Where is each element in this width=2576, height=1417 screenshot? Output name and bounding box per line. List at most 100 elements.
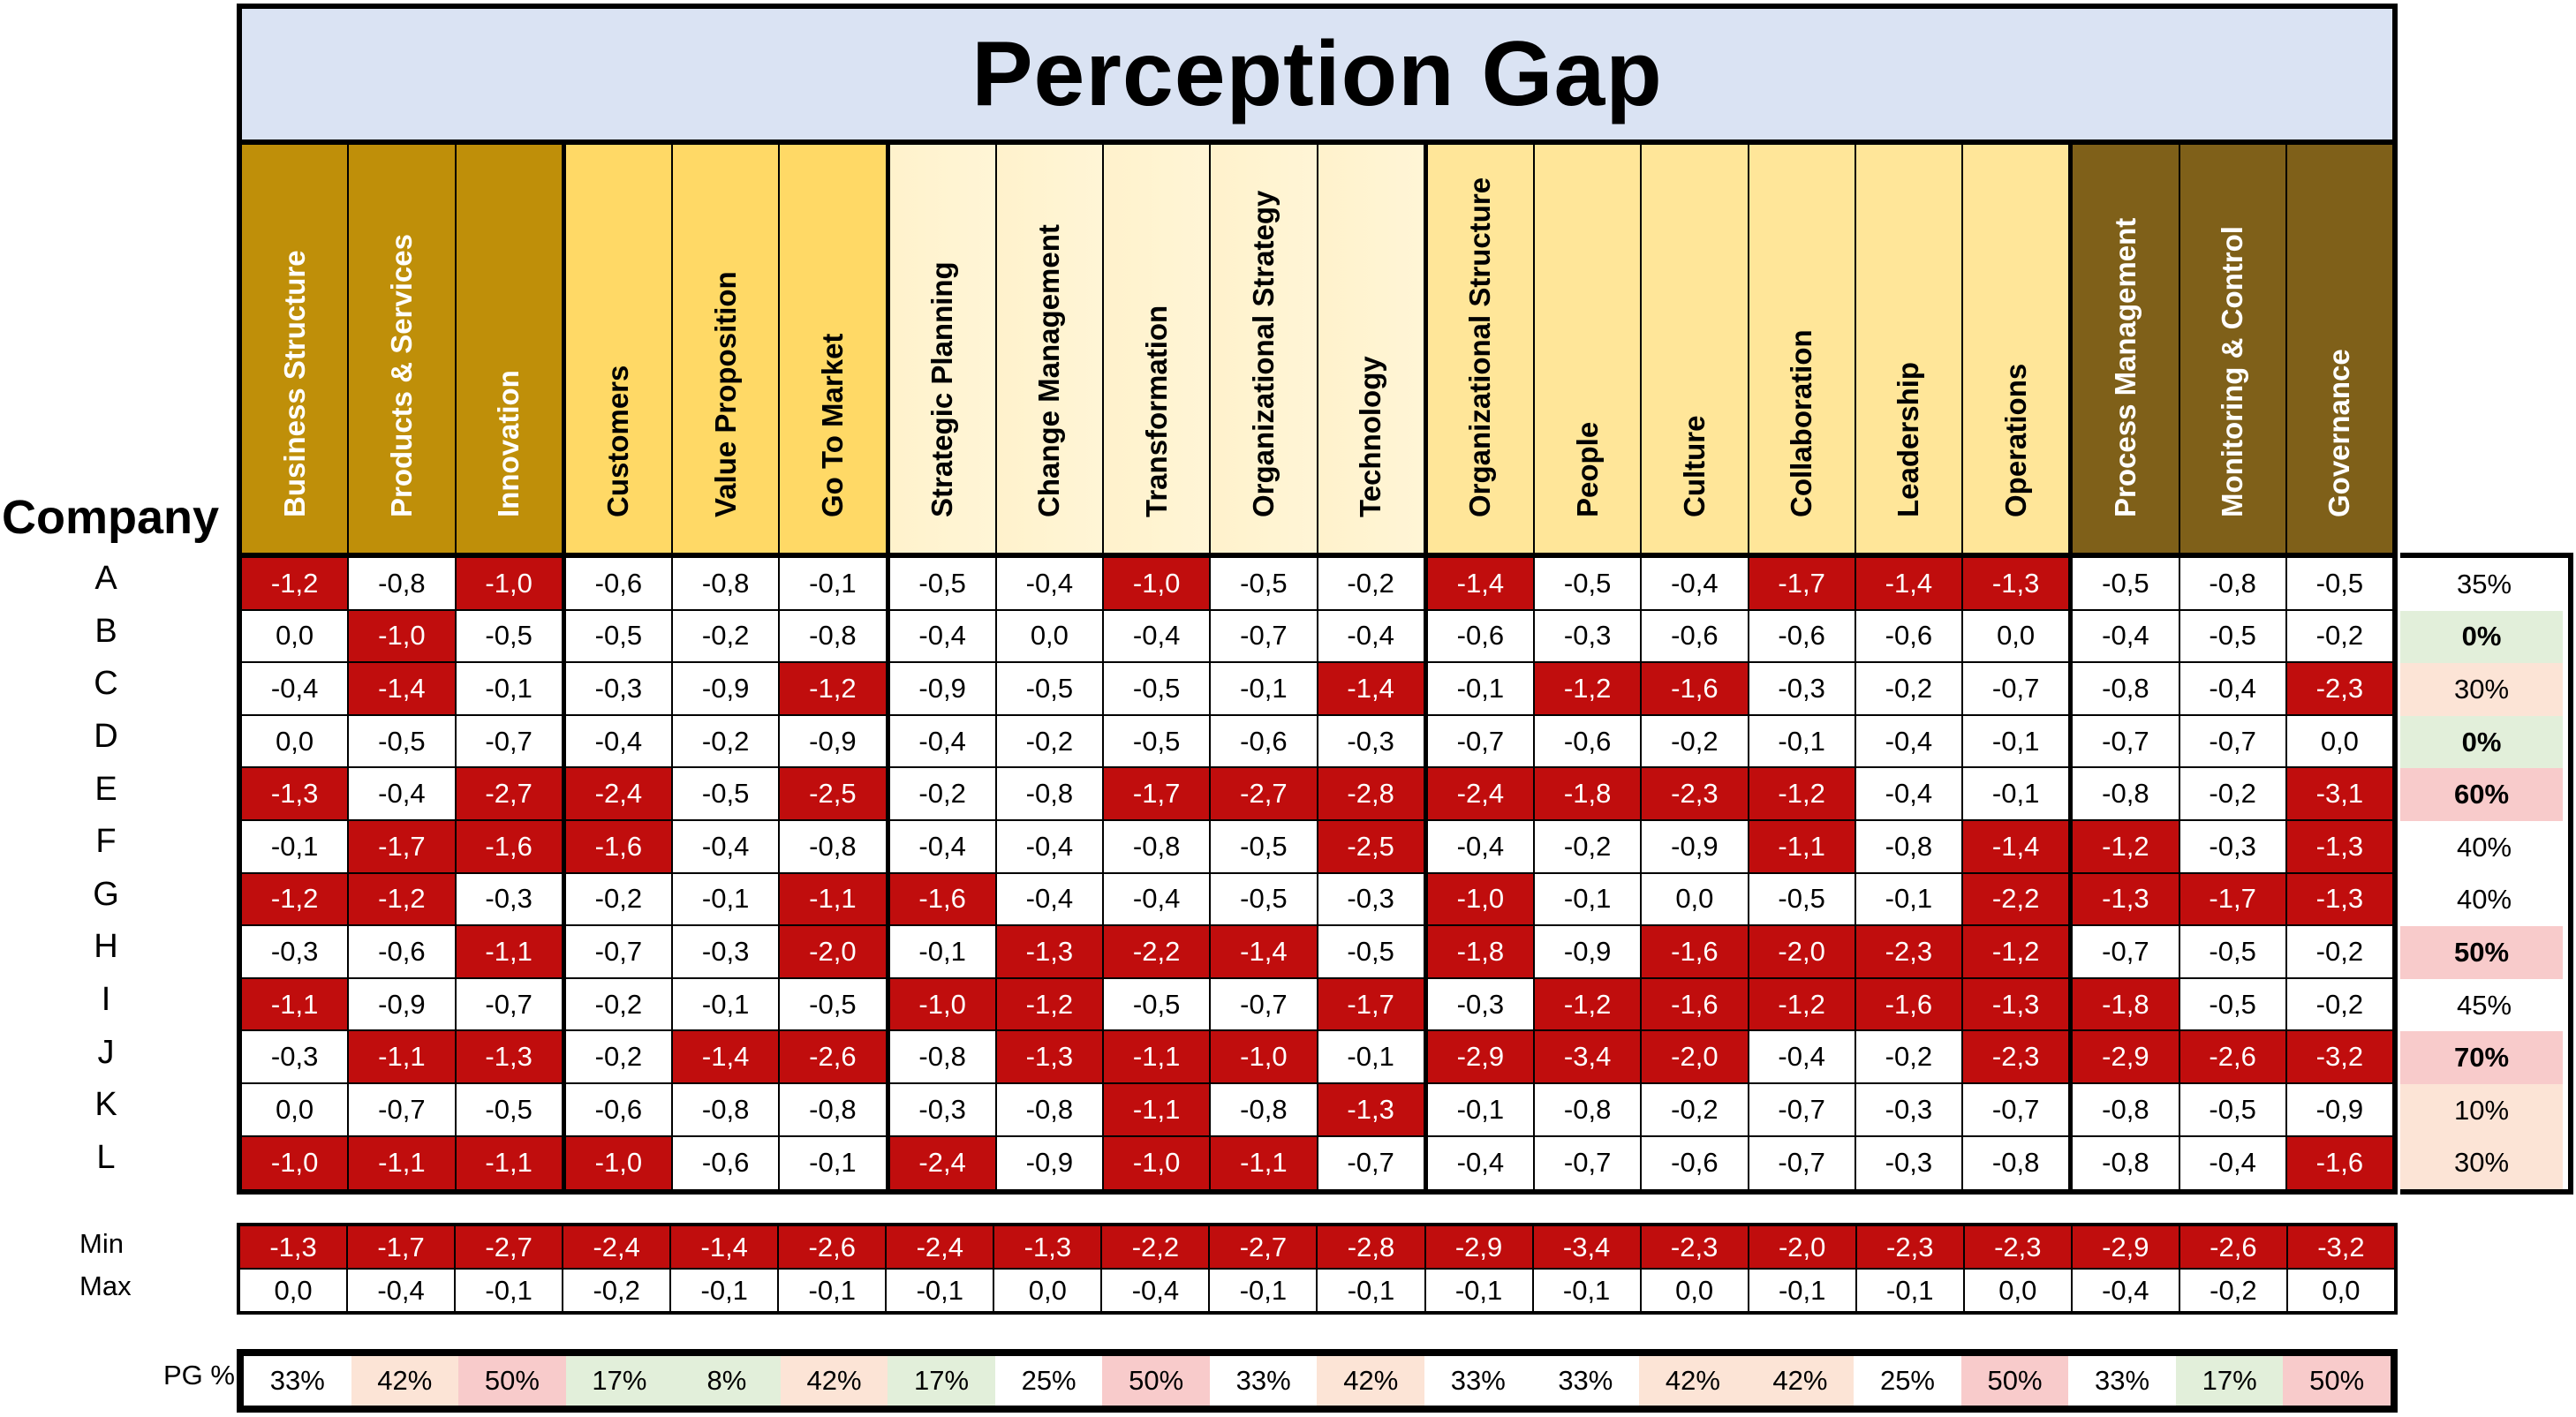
pg-cell: 50% [1102,1356,1210,1406]
pg-cell: 8% [673,1356,781,1406]
data-cell: -0,8 [1963,1136,2074,1190]
data-cell: -0,7 [1318,1136,1428,1190]
data-cell: -0,4 [242,663,350,714]
data-cell: -2,0 [780,926,890,977]
data-cell: 0,0 [2286,715,2392,767]
column-header: Operations [1963,145,2074,553]
column-header: Organizational Structure [1427,145,1535,553]
min-cell: -2,8 [1318,1226,1426,1268]
data-cell: -0,1 [1963,768,2074,819]
data-cell: -1,3 [2286,820,2392,872]
data-cell: -1,0 [349,610,457,662]
company-pct-cell: 0% [2400,610,2563,664]
table-row: 0,0 -0,7 -0,5 -0,6 -0,8 -0,8 -0,3 -0,8 -1,1 -0,8-… [242,1083,2392,1137]
data-cell: -0,5 [673,768,781,819]
data-cell: -0,5 [2179,978,2287,1030]
table-row: -1,1 -0,9 -0,7 -0,2 -0,1 -0,5 -1,0 -1,2 -0,5 -0,7… [242,978,2392,1032]
data-cell: -0,8 [996,1083,1104,1135]
min-max-grid: -1,3 -1,7 -2,7 -2,4 -1,4 -2,6 -2,4 -1,3 -2,2 -2,7… [237,1223,2398,1315]
company-label: L [96,1138,116,1176]
data-cell: -0,8 [996,768,1104,819]
column-header-label: Value Proposition [708,271,742,517]
data-cell: -1,1 [1749,820,1856,872]
data-cell: -0,8 [2073,663,2180,714]
column-header-label: Leadership [1892,361,1925,517]
data-cell: -0,4 [1855,715,1963,767]
data-cell: -0,2 [1642,1083,1749,1135]
column-header: Technology [1318,145,1428,553]
data-cell: -1,6 [456,820,566,872]
column-header: Go To Market [780,145,890,553]
data-cell: -0,5 [1104,663,1212,714]
data-cell: -0,3 [1318,715,1428,767]
data-cell: -0,8 [1211,1083,1318,1135]
pg-cell: 33% [244,1356,351,1406]
data-cell: -0,5 [1104,715,1212,767]
pg-cell: 33% [2068,1356,2176,1406]
data-cell: -1,1 [349,1031,457,1082]
company-label: I [101,981,111,1019]
pg-cell: 42% [780,1356,888,1406]
max-cell: -0,1 [1856,1270,1965,1311]
data-cell: -1,6 [1642,926,1749,977]
data-cell: -2,4 [565,768,673,819]
pg-cell: 25% [1854,1356,1961,1406]
min-max-labels: Min Max [79,1223,132,1308]
data-cell: 0,0 [996,610,1104,662]
data-cell: -1,7 [2179,873,2287,925]
column-header: Process Management [2073,145,2180,553]
column-header-label: Technology [1354,356,1387,517]
data-cell: -0,4 [1427,1136,1535,1190]
data-cell: -0,5 [456,1083,566,1135]
data-cell: -2,8 [1318,768,1428,819]
pg-cell: 33% [1424,1356,1532,1406]
data-cell: -0,1 [673,873,781,925]
data-cell: -0,2 [2286,978,2392,1030]
company-label: F [95,823,117,861]
data-cell: -2,2 [1104,926,1212,977]
data-cell: -0,5 [889,558,997,609]
data-cell: -0,1 [1211,663,1318,714]
data-cell: -0,5 [2073,558,2180,609]
max-cell: -0,1 [1749,1270,1857,1311]
data-cell: -1,8 [2073,978,2180,1030]
data-cell: -1,3 [2286,873,2392,925]
data-cell: -0,5 [1211,558,1318,609]
min-cell: -2,6 [779,1226,888,1268]
data-cell: -2,6 [2179,1031,2287,1082]
data-cell: -1,7 [1104,768,1212,819]
pg-cell: 50% [458,1356,566,1406]
column-header-label: Change Management [1032,224,1066,517]
company-label: E [94,770,117,808]
data-cell: -0,2 [565,1031,673,1082]
data-cell: -2,4 [1427,768,1535,819]
data-cell: -0,5 [2179,610,2287,662]
data-cell: -0,7 [565,926,673,977]
data-cell: -0,5 [456,610,566,662]
data-cell: -0,2 [673,610,781,662]
data-cell: -0,4 [1855,768,1963,819]
column-header: Value Proposition [673,145,781,553]
data-cell: -1,0 [889,978,997,1030]
data-cell: -0,5 [2286,558,2392,609]
data-cell: -1,0 [456,558,566,609]
max-cell: -0,1 [887,1270,995,1311]
pg-cell: 17% [565,1356,674,1406]
data-cell: -0,8 [780,610,890,662]
data-cell: -0,9 [889,663,997,714]
data-cell: -1,1 [349,1136,457,1190]
data-cell: 0,0 [242,1083,350,1135]
data-cell: -1,4 [1855,558,1963,609]
data-cell: -0,1 [1535,873,1643,925]
data-cell: -0,8 [2073,1083,2180,1135]
data-cell: -3,4 [1535,1031,1643,1082]
pg-cell: 25% [994,1356,1103,1406]
column-header: Products & Services [349,145,457,553]
data-cell: -0,4 [2179,663,2287,714]
data-cell: -1,3 [2073,873,2180,925]
data-cell: -0,7 [1749,1136,1856,1190]
data-cell: -0,7 [2073,715,2180,767]
data-cell: -0,9 [1642,820,1749,872]
data-cell: -0,5 [780,978,890,1030]
data-cell: -1,7 [1749,558,1856,609]
